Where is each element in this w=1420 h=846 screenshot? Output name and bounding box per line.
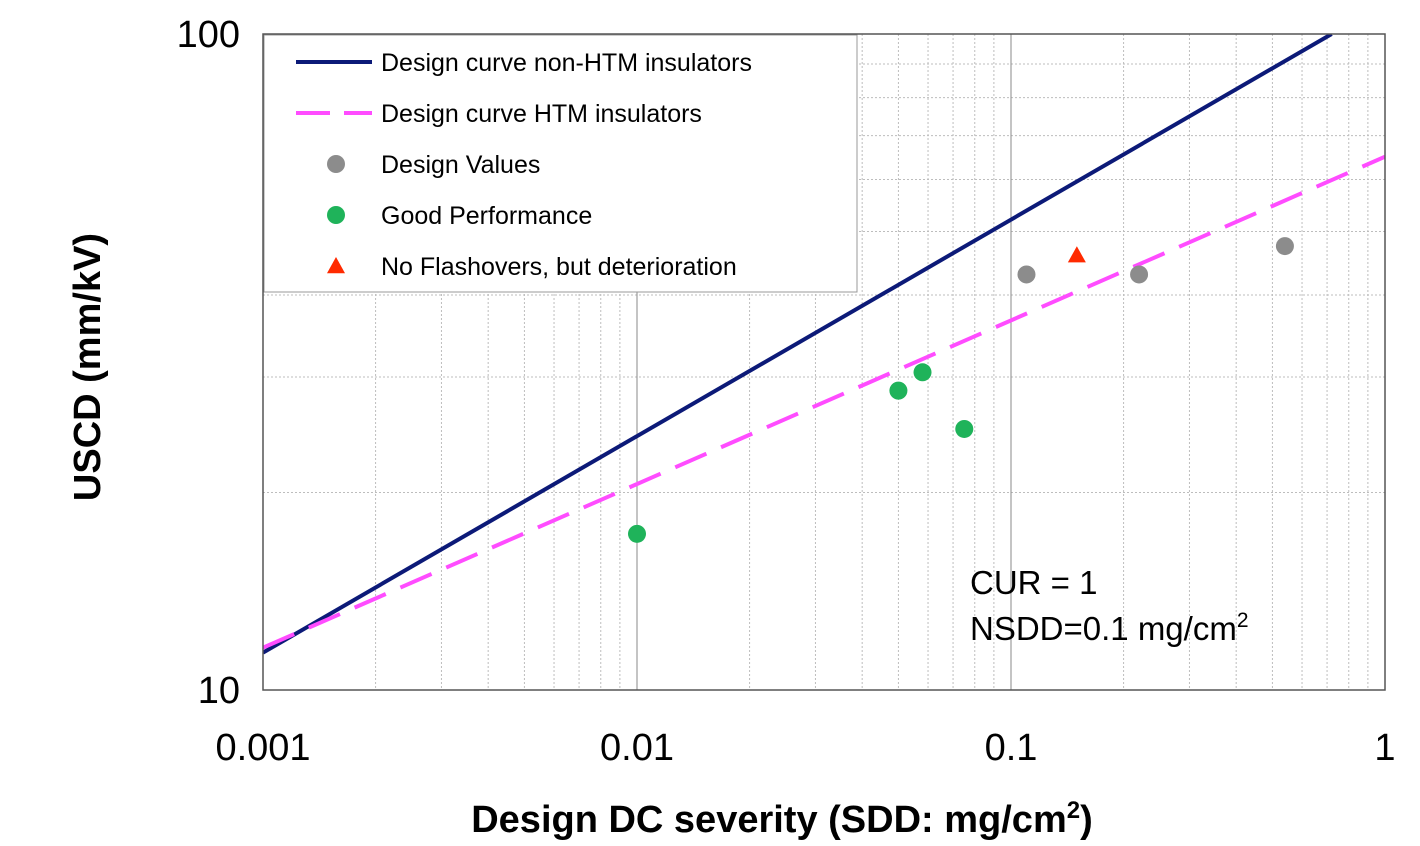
annotation-nsdd: NSDD=0.1 mg/cm2 [970,609,1249,647]
legend-label: Design curve non-HTM insulators [381,49,752,77]
y-tick-label: 100 [177,14,240,56]
data-point-circle [913,363,932,382]
series-lines [263,34,1385,655]
x-tick-label: 1 [1374,727,1395,769]
x-axis-label: Design DC severity (SDD: mg/cm2) [471,797,1093,841]
annotation-cur: CUR = 1 [970,564,1097,601]
series-line-1 [263,154,1385,650]
legend-swatch-circle [327,206,345,224]
legend-box [263,34,858,293]
legend: Design curve non-HTM insulators Design cu… [296,49,752,281]
x-tick-label: 0.001 [215,727,310,769]
legend-swatch-triangle [327,257,345,274]
x-tick-label: 0.1 [985,727,1038,769]
y-tick-label: 10 [198,670,240,712]
legend-label: No Flashovers, but deterioration [381,253,737,281]
data-point-circle [1017,265,1036,284]
data-point-circle [1130,265,1149,284]
data-point-circle [1275,237,1294,256]
plot-frame [262,33,1386,691]
x-tick-label: 0.01 [600,727,674,769]
legend-label: Good Performance [381,202,592,230]
data-point-circle [955,419,974,438]
legend-label: Design Values [381,151,540,179]
series-line-0 [263,34,1333,655]
series-points [628,237,1294,543]
data-point-circle [889,381,908,400]
legend-label: Design curve HTM insulators [381,100,702,128]
y-axis-label: USCD (mm/kV) [67,233,109,501]
data-point-circle [628,524,646,543]
legend-swatch-circle [327,155,345,173]
data-point-triangle [1067,246,1086,263]
tick-labels: 0.001 0.01 0.1 1 10 100 [177,14,1396,769]
